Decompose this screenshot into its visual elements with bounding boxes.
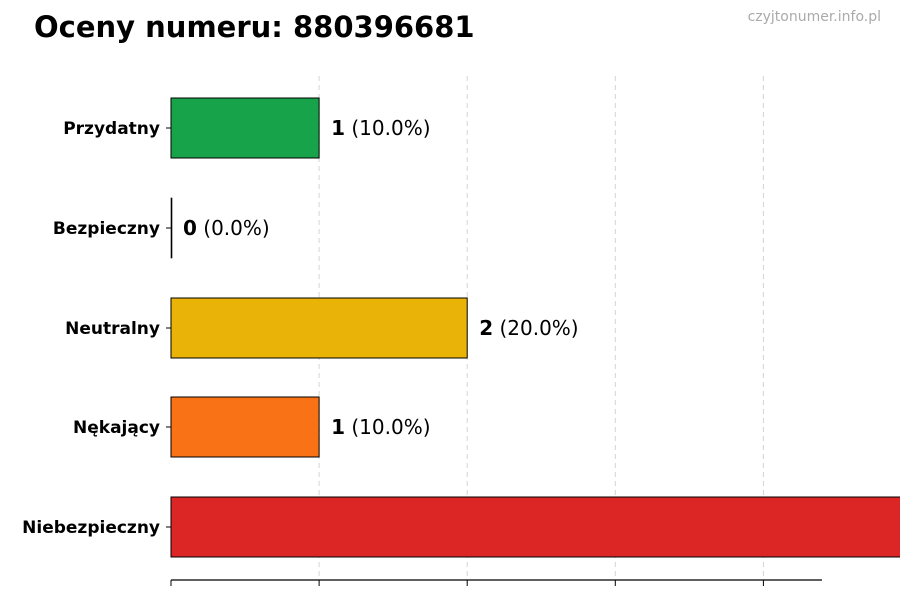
bar-1 — [170, 197, 173, 259]
value-count-1: 0 — [183, 216, 197, 240]
value-percent-2: (20.0%) — [493, 316, 579, 340]
bar-2 — [170, 297, 468, 359]
value-percent-3: (10.0%) — [345, 415, 431, 439]
bar-4 — [170, 496, 900, 558]
labels-group: Przydatny 1 (10.0%) Bezpieczny 0 (0.0%) Neut… — [22, 116, 578, 538]
bars-group — [170, 97, 900, 558]
category-label-1: Bezpieczny — [53, 219, 160, 239]
value-count-2: 2 — [479, 316, 493, 340]
value-label-3: 1 (10.0%) — [331, 415, 430, 439]
value-percent-1: (0.0%) — [197, 216, 270, 240]
value-label-1: 0 (0.0%) — [183, 216, 270, 240]
value-label-2: 2 (20.0%) — [479, 316, 578, 340]
value-label-0: 1 (10.0%) — [331, 116, 430, 140]
category-label-0: Przydatny — [63, 119, 160, 139]
value-count-0: 1 — [331, 116, 345, 140]
chart-title: Oceny numeru: 880396681 — [34, 10, 475, 44]
category-label-3: Nękający — [73, 418, 160, 438]
watermark: czyjtonumer.info.pl — [747, 9, 881, 25]
category-label-4: Niebezpieczny — [22, 518, 160, 538]
value-percent-0: (10.0%) — [345, 116, 431, 140]
bar-0 — [170, 97, 320, 159]
axes-group — [166, 127, 822, 586]
category-label-2: Neutralny — [65, 319, 160, 339]
value-count-3: 1 — [331, 415, 345, 439]
bar-3 — [170, 396, 320, 458]
